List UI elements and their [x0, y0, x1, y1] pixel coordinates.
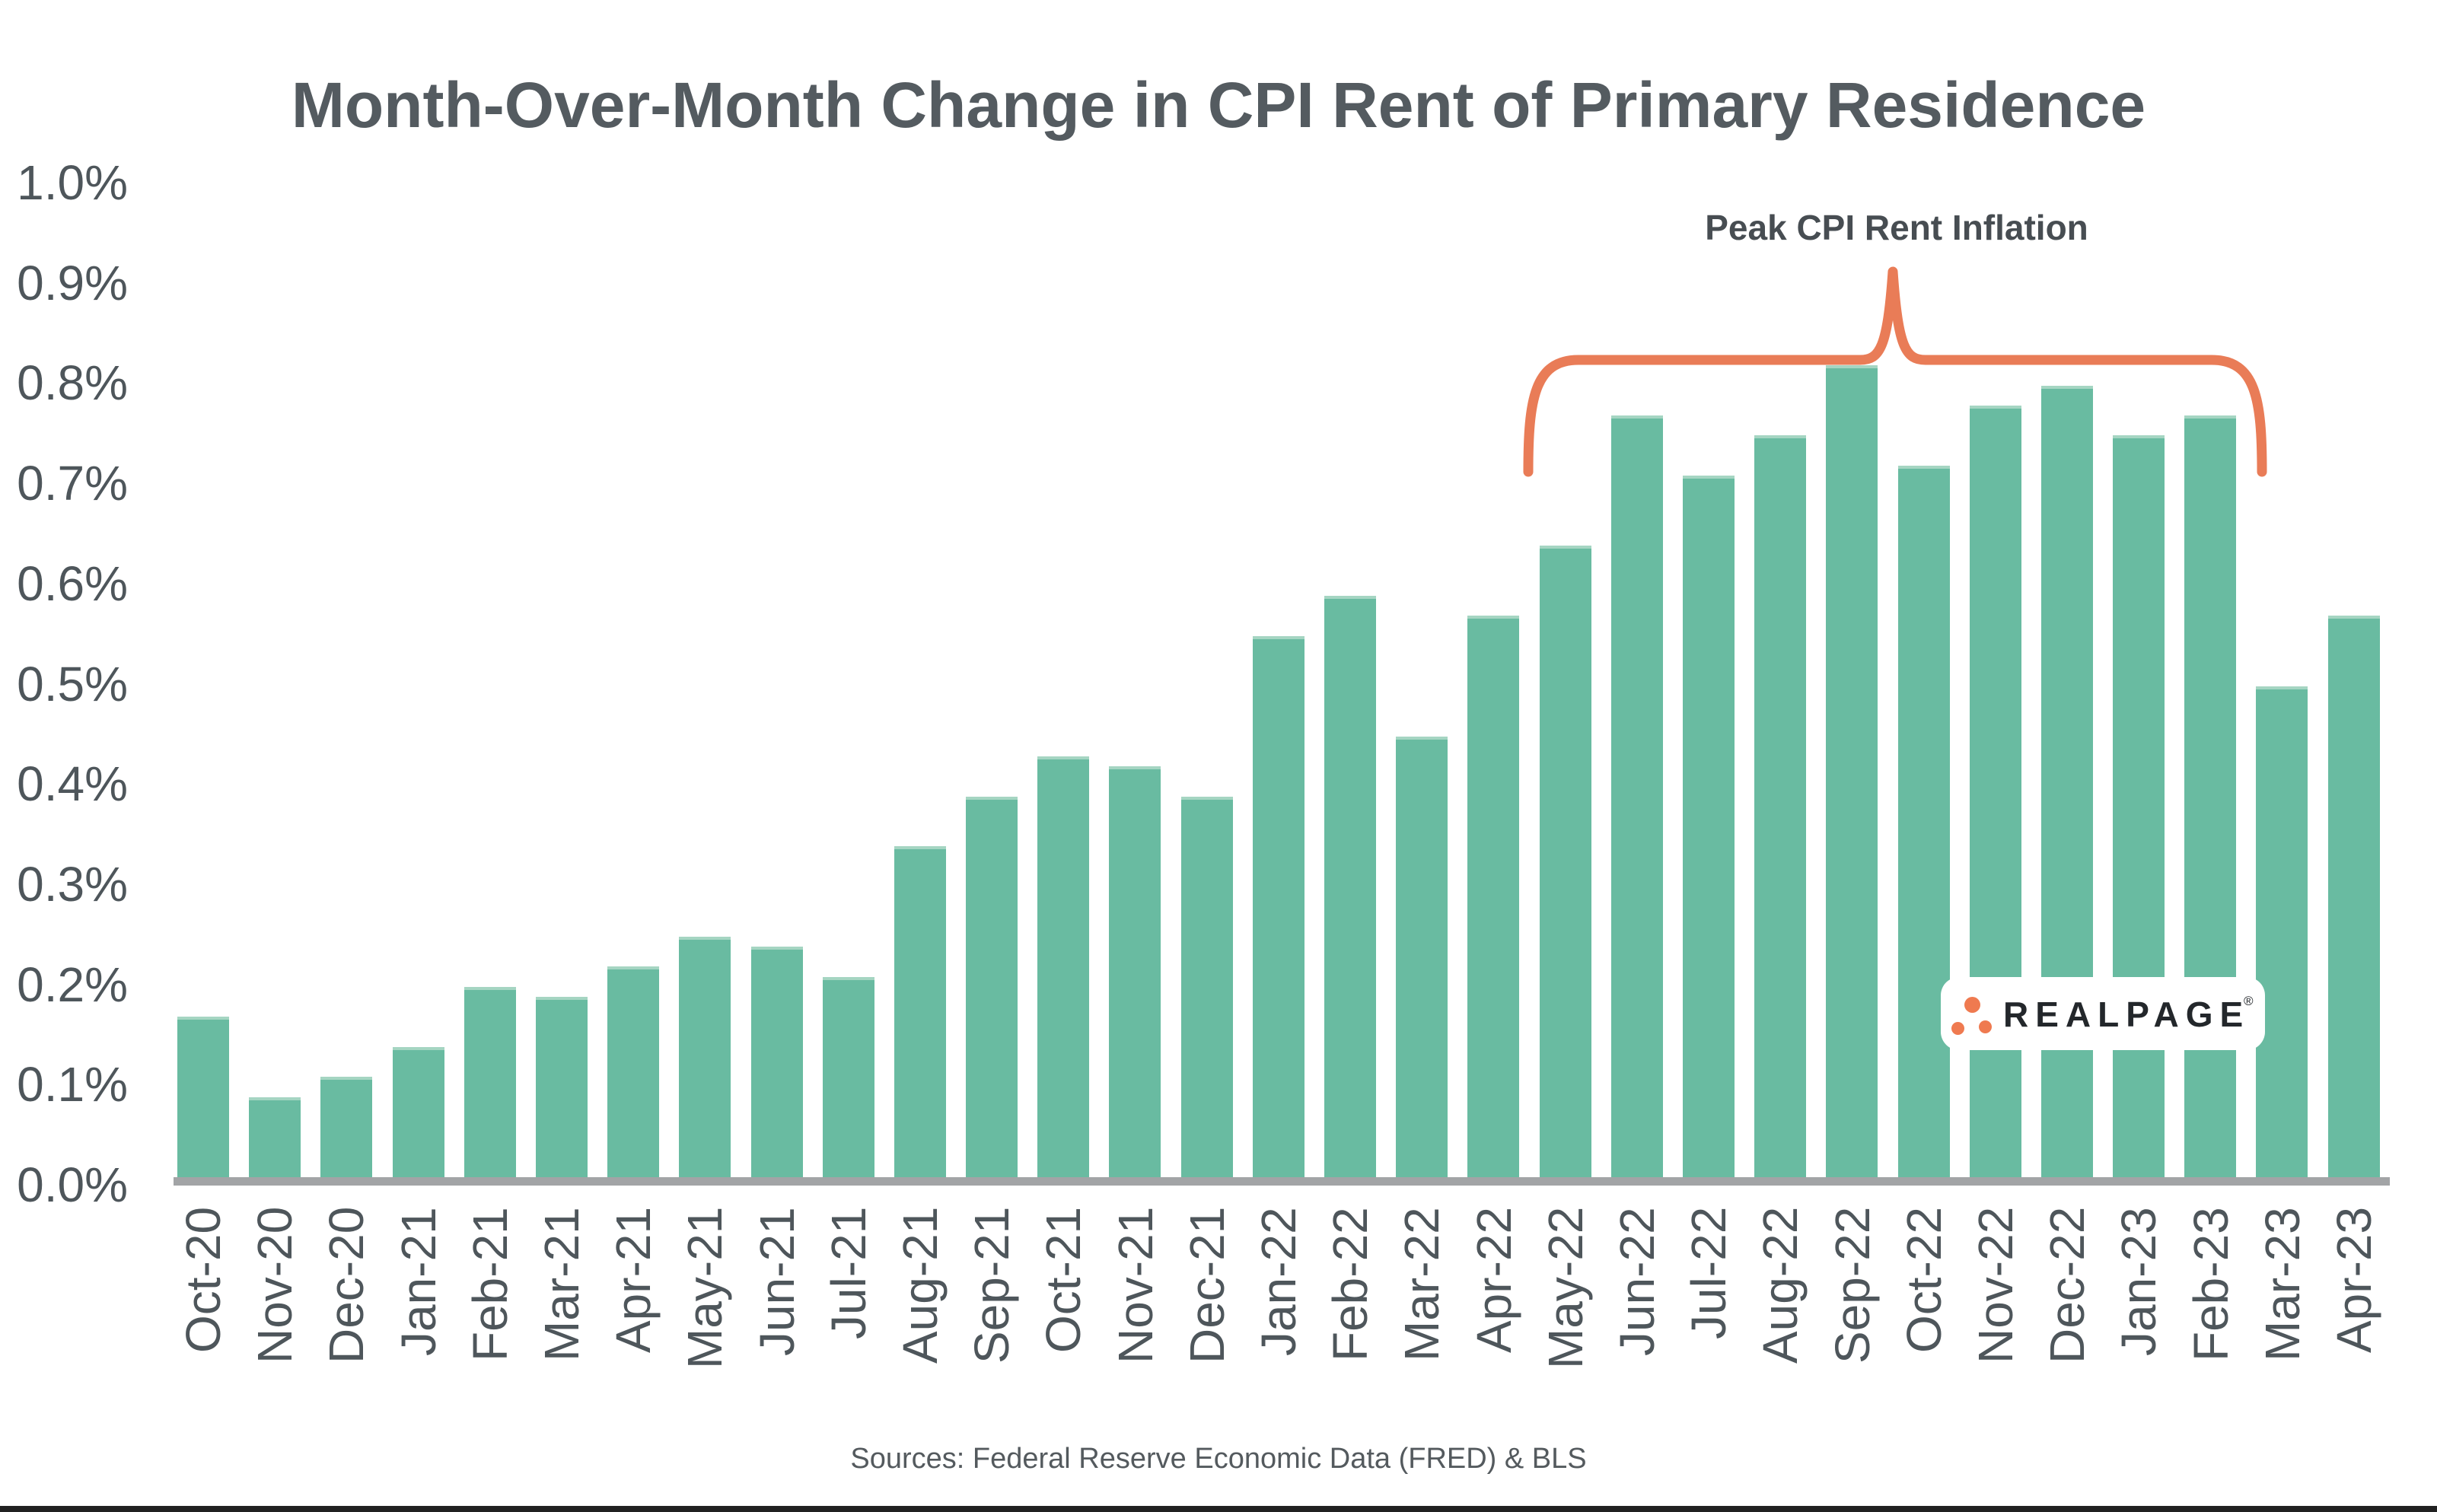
bar-Aug-21	[894, 846, 946, 1177]
y-tick-label: 0.2%	[17, 957, 128, 1012]
x-tick-label: Mar-21	[534, 1207, 589, 1361]
x-tick-label: Feb-23	[2184, 1207, 2238, 1361]
y-tick-label: 1.0%	[17, 155, 128, 210]
bar-Apr-22	[1467, 616, 1520, 1177]
bar-Jun-21	[750, 947, 803, 1177]
x-tick-label: Nov-22	[1968, 1207, 2023, 1364]
x-tick-label: Mar-22	[1394, 1207, 1449, 1361]
x-tick-label: Aug-21	[893, 1207, 948, 1364]
peak-annotation-label: Peak CPI Rent Inflation	[1705, 208, 2088, 247]
bar-Jul-21	[822, 977, 874, 1177]
bar-Nov-21	[1109, 766, 1161, 1177]
x-tick-label: Jan-22	[1251, 1207, 1306, 1356]
x-tick-label: Feb-21	[463, 1207, 518, 1361]
peak-annotation-brace	[1523, 266, 2267, 477]
bar-Jan-23	[2113, 435, 2165, 1177]
realpage-logo: REALPAGE ®	[1941, 977, 2265, 1050]
bar-Jun-22	[1610, 415, 1663, 1177]
x-tick-label: Mar-23	[2255, 1207, 2310, 1361]
x-tick-label: Sep-21	[964, 1207, 1019, 1364]
bar-Sep-22	[1826, 365, 1878, 1177]
x-tick-label: Jun-21	[750, 1207, 804, 1356]
x-tick-label: Apr-23	[2327, 1207, 2381, 1354]
y-tick-label: 0.8%	[17, 355, 128, 410]
bar-Aug-22	[1754, 435, 1807, 1177]
x-tick-label: Apr-22	[1467, 1207, 1521, 1354]
bar-Jan-22	[1252, 636, 1305, 1177]
y-tick-label: 0.1%	[17, 1057, 128, 1112]
bar-Nov-22	[1969, 406, 2021, 1177]
y-tick-label: 0.3%	[17, 857, 128, 912]
bar-Oct-21	[1037, 756, 1090, 1177]
bar-Sep-21	[966, 797, 1018, 1177]
x-tick-label: Nov-21	[1108, 1207, 1163, 1364]
logo-wordmark: REALPAGE	[2003, 995, 2251, 1034]
source-note: Sources: Federal Reserve Economic Data (…	[850, 1443, 1587, 1475]
x-tick-label: Nov-20	[247, 1207, 302, 1364]
bar-Feb-22	[1324, 596, 1376, 1177]
x-tick-label: Oct-22	[1897, 1207, 1951, 1354]
x-tick-label: Oct-21	[1036, 1207, 1091, 1354]
bar-Feb-21	[464, 987, 516, 1177]
bar-Jan-21	[392, 1047, 444, 1177]
bar-Dec-21	[1180, 797, 1233, 1177]
x-tick-label: Feb-22	[1323, 1207, 1378, 1361]
chart-title: Month-Over-Month Change in CPI Rent of P…	[291, 69, 2146, 141]
y-tick-label: 0.9%	[17, 256, 128, 310]
logo-dot-icon	[1979, 1020, 1992, 1033]
y-tick-label: 0.5%	[17, 657, 128, 711]
bar-Mar-22	[1396, 737, 1448, 1177]
bar-Feb-23	[2184, 415, 2237, 1177]
x-tick-label: Aug-22	[1753, 1207, 1808, 1364]
x-tick-label: Dec-21	[1180, 1207, 1234, 1364]
y-tick-label: 0.4%	[17, 756, 128, 811]
bar-Apr-23	[2327, 616, 2380, 1177]
x-tick-label: May-21	[677, 1207, 732, 1370]
bar-Oct-20	[177, 1017, 229, 1177]
x-tick-label: Apr-21	[606, 1207, 661, 1354]
logo-dot-icon	[1951, 1022, 1964, 1035]
registered-trademark-icon: ®	[2244, 994, 2254, 1008]
bar-Mar-21	[535, 997, 588, 1177]
x-tick-label: Jan-21	[391, 1207, 446, 1356]
x-tick-label: May-22	[1538, 1207, 1593, 1370]
bar-Dec-20	[320, 1077, 373, 1177]
bar-Dec-22	[2040, 386, 2093, 1177]
x-tick-label: Jan-23	[2111, 1207, 2166, 1356]
bar-Mar-23	[2256, 686, 2308, 1177]
bar-May-21	[679, 937, 731, 1177]
x-tick-label: Dec-22	[2040, 1207, 2095, 1364]
x-tick-label: Jul-22	[1681, 1207, 1736, 1340]
bar-Nov-20	[249, 1097, 301, 1177]
bar-Oct-22	[1897, 466, 1950, 1177]
bar-Apr-21	[607, 966, 660, 1177]
y-tick-label: 0.7%	[17, 456, 128, 511]
x-tick-label: Oct-20	[176, 1207, 231, 1354]
logo-dot-icon	[1964, 997, 1980, 1013]
x-axis-baseline	[174, 1177, 2390, 1186]
x-tick-label: Sep-22	[1825, 1207, 1880, 1364]
y-tick-label: 0.6%	[17, 556, 128, 611]
x-tick-label: Jul-21	[821, 1207, 876, 1340]
x-tick-label: Dec-20	[319, 1207, 374, 1364]
brace-path	[1523, 266, 2267, 477]
bar-May-22	[1539, 546, 1591, 1177]
bar-Jul-22	[1682, 476, 1735, 1177]
x-tick-label: Jun-22	[1610, 1207, 1664, 1356]
footer-accent-bar	[0, 1506, 2437, 1512]
y-tick-label: 0.0%	[17, 1157, 128, 1212]
